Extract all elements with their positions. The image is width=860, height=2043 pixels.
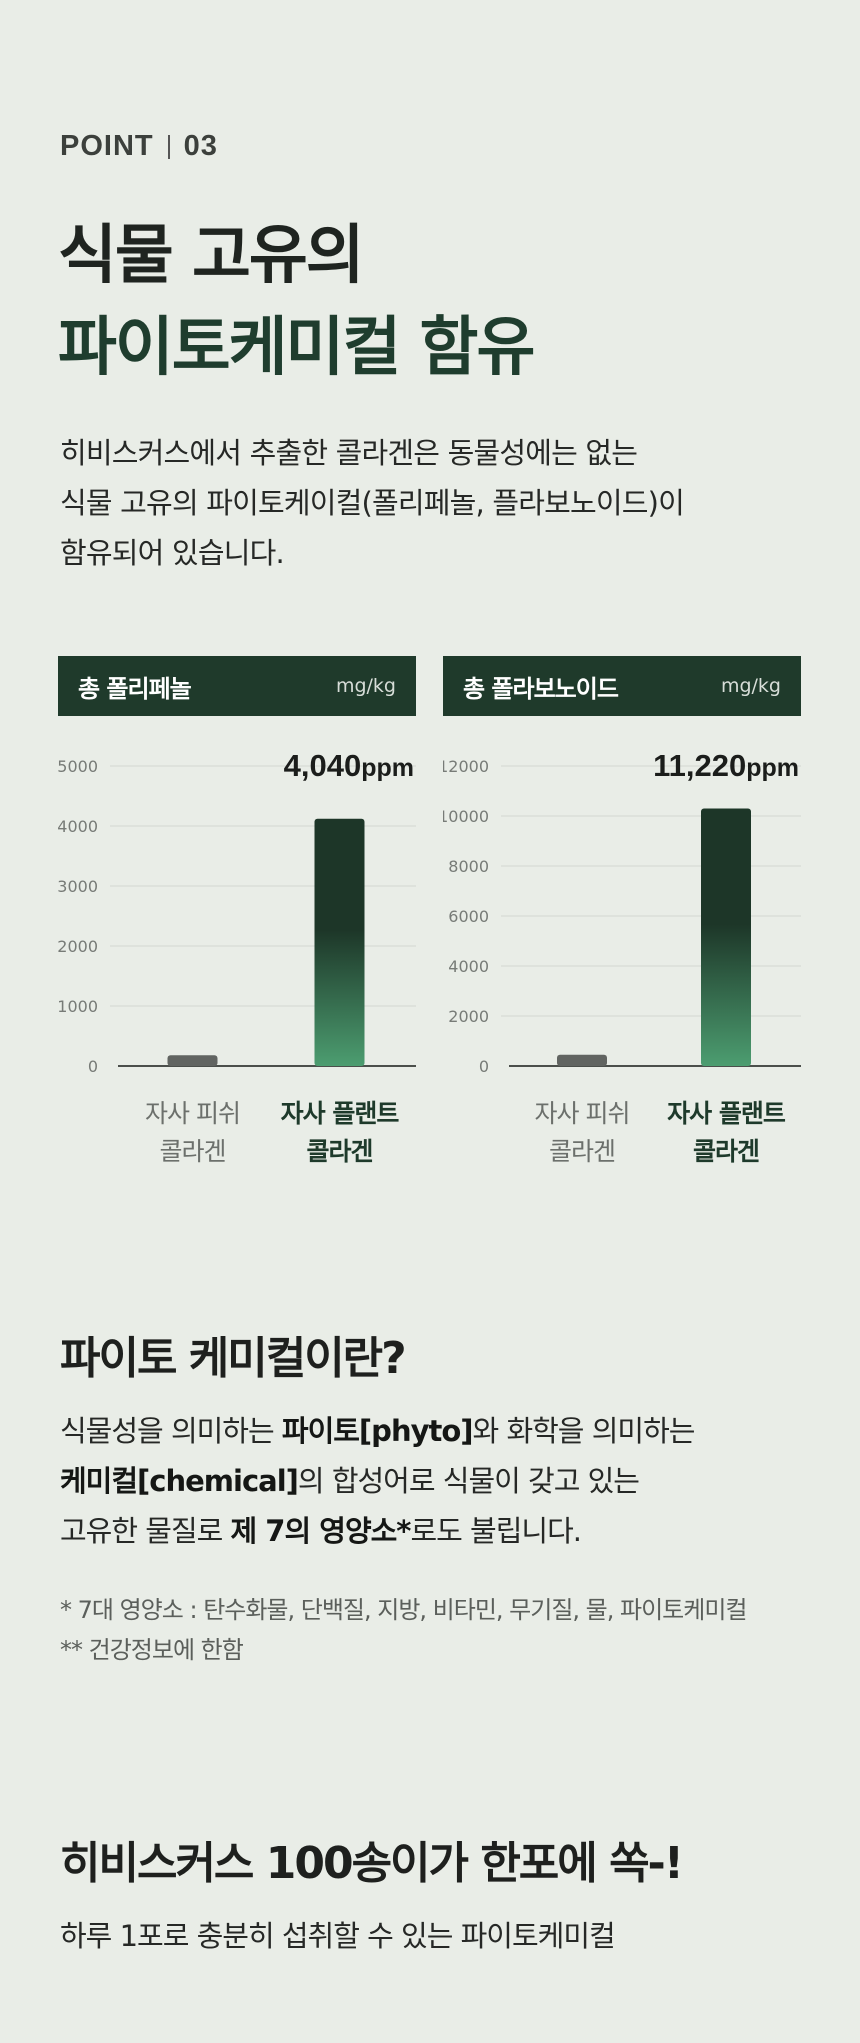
value-callout-unit: ppm — [361, 754, 414, 782]
hibiscus-title: 히비스커스 100송이가 한포에 쏙-! — [60, 1838, 684, 1889]
phyto-title: 파이토 케미컬이란? — [60, 1333, 407, 1384]
y-tick-label: 5000 — [58, 757, 98, 776]
value-callout-number: 11,220 — [653, 748, 746, 783]
phyto-text: 의 합성어로 식물이 갖고 있는 — [297, 1464, 640, 1498]
phyto-term: 파이토[phyto] — [281, 1414, 474, 1448]
phyto-text: 고유한 물질로 — [60, 1514, 231, 1548]
y-tick-label: 4000 — [58, 817, 98, 836]
x-category-label: 자사 피쉬 — [535, 1099, 630, 1128]
bar — [557, 1054, 607, 1066]
phyto-line-2: 케미컬[chemical]의 합성어로 식물이 갖고 있는 — [60, 1456, 694, 1506]
x-category-label: 콜라겐 — [306, 1137, 372, 1166]
value-callout-unit: ppm — [746, 754, 799, 782]
y-tick-label: 10000 — [443, 807, 489, 826]
description-line-2: 식물 고유의 파이토케이컬(폴리페놀, 플라보노이드)이 — [60, 486, 685, 520]
y-tick-label: 2000 — [448, 1007, 489, 1026]
y-tick-label: 2000 — [58, 937, 98, 956]
phyto-text: 로도 불립니다. — [410, 1514, 582, 1548]
phyto-text: 식물성을 의미하는 — [60, 1414, 282, 1448]
page-title: 식물 고유의 파이토케미컬 함유 — [58, 210, 535, 394]
point-label: POINT 03 — [60, 130, 218, 163]
chemical-term: 케미컬[chemical] — [60, 1464, 299, 1498]
chart-title: 총 폴라보노이드 — [463, 674, 619, 703]
description-line-1: 히비스커스에서 추출한 콜라겐은 동물성에는 없는 — [60, 436, 638, 470]
x-category-label: 자사 플랜트 — [667, 1099, 786, 1128]
footnote-1: * 7대 영양소 : 탄수화물, 단백질, 지방, 비타민, 무기질, 물, 파… — [60, 1596, 747, 1624]
description-line-3: 함유되어 있습니다. — [60, 536, 285, 570]
x-category-label: 자사 피쉬 — [145, 1099, 240, 1128]
x-category-label: 콜라겐 — [549, 1137, 615, 1166]
hibiscus-subtitle: 하루 1포로 충분히 섭취할 수 있는 파이토케미컬 — [60, 1919, 616, 1953]
y-tick-label: 12000 — [443, 757, 489, 776]
chart-unit: mg/kg — [720, 675, 781, 697]
chart-header: 총 폴리페놀 mg/kg — [58, 656, 416, 716]
y-tick-label: 0 — [479, 1057, 489, 1076]
x-category-label: 콜라겐 — [159, 1137, 225, 1166]
title-line-1: 식물 고유의 — [58, 219, 365, 293]
point-number: 03 — [183, 130, 218, 162]
bar — [314, 818, 365, 1066]
chart-unit: mg/kg — [335, 675, 396, 697]
y-tick-label: 8000 — [448, 857, 489, 876]
y-tick-label: 1000 — [58, 997, 98, 1016]
phyto-body: 식물성을 의미하는 파이토[phyto]와 화학을 의미하는 케미컬[chemi… — [60, 1406, 696, 1556]
point-divider — [167, 134, 170, 159]
value-callout: 11,220ppm — [653, 748, 799, 783]
footnote-2: ** 건강정보에 한함 — [60, 1636, 244, 1664]
phyto-text: 와 화학을 의미하는 — [472, 1414, 696, 1448]
y-tick-label: 4000 — [448, 957, 489, 976]
point-text: POINT — [60, 130, 154, 162]
description: 히비스커스에서 추출한 콜라겐은 동물성에는 없는 식물 고유의 파이토케이컬(… — [60, 428, 685, 578]
x-category-label: 콜라겐 — [693, 1137, 759, 1166]
chart-title: 총 폴리페놀 — [78, 674, 192, 703]
y-tick-label: 3000 — [58, 877, 98, 896]
footnotes: * 7대 영양소 : 탄수화물, 단백질, 지방, 비타민, 무기질, 물, 파… — [60, 1590, 747, 1670]
y-tick-label: 0 — [88, 1057, 98, 1076]
x-category-label: 자사 플랜트 — [281, 1099, 400, 1128]
phyto-line-3: 고유한 물질로 제 7의 영양소*로도 불립니다. — [60, 1506, 694, 1556]
value-callout-number: 4,040 — [284, 748, 362, 783]
bar — [701, 808, 751, 1066]
chart-header: 총 폴라보노이드 mg/kg — [443, 656, 801, 716]
value-callout: 4,040ppm — [284, 748, 414, 783]
y-tick-label: 6000 — [448, 907, 489, 926]
seventh-nutrient-term: 제 7의 영양소* — [230, 1514, 412, 1548]
flavonoid-chart: 총 폴라보노이드 mg/kg 12000 10000 8000 6000 4000 200… — [443, 656, 801, 1236]
title-line-2: 파이토케미컬 함유 — [58, 311, 535, 385]
phyto-line-1: 식물성을 의미하는 파이토[phyto]와 화학을 의미하는 — [60, 1406, 696, 1456]
bar — [167, 1055, 218, 1066]
